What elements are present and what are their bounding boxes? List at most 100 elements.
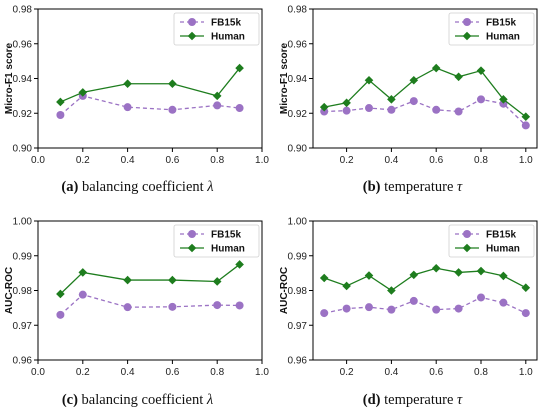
data-point-human bbox=[387, 95, 396, 104]
series-line-fb15k bbox=[59, 95, 240, 116]
chart-panel-b: 0.90 0.92 0.94 0.96 0.98 0.2 0.4 0.6 0.8 1.0 Micro… bbox=[279, 5, 538, 166]
data-point-fb15k bbox=[477, 293, 485, 302]
legend-label: Human bbox=[486, 244, 520, 255]
series-line-fb15k bbox=[324, 98, 527, 126]
data-point-human bbox=[409, 75, 419, 85]
series-line-human bbox=[323, 267, 527, 292]
chart-panel-c: 0.96 0.97 0.98 0.99 1.00 0.0 0.2 0.4 0.6 0.8 1.0 AU… bbox=[4, 217, 269, 379]
data-point-fb15k bbox=[123, 303, 132, 312]
caption-symbol: λ bbox=[207, 179, 214, 195]
legend: FB15k Human bbox=[448, 12, 535, 46]
data-point-human bbox=[342, 98, 351, 108]
caption-b: (b) temperature τ bbox=[275, 179, 550, 196]
x-tick-label: 0.4 bbox=[384, 367, 398, 378]
y-tick-label: 0.96 bbox=[288, 356, 308, 367]
y-tick-label: 0.92 bbox=[288, 109, 308, 120]
y-tick-label: 0.94 bbox=[288, 74, 308, 85]
legend: FB15k Human bbox=[173, 224, 260, 258]
legend-label: Human bbox=[211, 32, 245, 43]
legend-marker bbox=[463, 230, 471, 238]
data-point-fb15k bbox=[56, 310, 65, 319]
data-point-fb15k bbox=[213, 301, 222, 310]
data-point-fb15k bbox=[432, 305, 441, 314]
data-point-human bbox=[342, 281, 351, 291]
data-point-human bbox=[235, 260, 244, 269]
y-tick-label: 0.90 bbox=[13, 144, 33, 155]
data-point-human bbox=[454, 268, 463, 277]
series-line-human bbox=[60, 67, 241, 103]
legend-label: FB15k bbox=[211, 18, 241, 29]
data-point-human bbox=[476, 266, 486, 276]
series-line-human bbox=[324, 67, 527, 118]
legend-marker bbox=[462, 31, 472, 41]
data-point-human bbox=[168, 79, 177, 89]
legend-label: FB15k bbox=[486, 230, 516, 241]
x-tick-label: 0.6 bbox=[429, 155, 443, 166]
data-point-human bbox=[56, 97, 65, 107]
y-tick-label: 0.99 bbox=[288, 251, 308, 262]
data-point-fb15k bbox=[387, 305, 396, 314]
y-axis-label: AUC-ROC bbox=[279, 267, 290, 314]
data-point-human bbox=[123, 79, 132, 89]
data-point-human bbox=[387, 286, 396, 295]
caption-symbol: τ bbox=[457, 179, 463, 195]
data-point-fb15k bbox=[213, 101, 222, 110]
data-point-fb15k bbox=[342, 304, 351, 313]
x-tick-label: 1.0 bbox=[255, 367, 269, 378]
y-axis-label: AUC-ROC bbox=[4, 267, 15, 314]
data-point-fb15k bbox=[477, 95, 485, 104]
legend: FB15k Human bbox=[448, 224, 535, 258]
y-tick-label: 0.98 bbox=[288, 286, 308, 297]
legend-label: FB15k bbox=[486, 18, 516, 29]
y-tick-label: 0.99 bbox=[13, 251, 33, 262]
x-tick-label: 0.8 bbox=[474, 367, 488, 378]
data-point-human bbox=[431, 263, 441, 273]
data-point-fb15k bbox=[454, 107, 463, 116]
x-tick-label: 1.0 bbox=[519, 367, 533, 378]
data-point-human bbox=[235, 63, 244, 73]
data-point-human bbox=[319, 273, 329, 283]
y-tick-label: 0.98 bbox=[288, 5, 308, 16]
caption-symbol: λ bbox=[206, 392, 214, 408]
y-tick-label: 0.98 bbox=[13, 286, 33, 297]
data-point-fb15k bbox=[499, 298, 508, 307]
x-tick-label: 0.2 bbox=[76, 155, 90, 166]
caption-letter: (c) bbox=[61, 392, 78, 408]
caption-text: balancing coefficient bbox=[81, 179, 204, 195]
data-point-human bbox=[212, 91, 222, 101]
caption-text: temperature bbox=[384, 179, 454, 195]
legend-marker bbox=[463, 18, 471, 26]
x-tick-label: 0.2 bbox=[340, 367, 354, 378]
data-point-fb15k bbox=[123, 103, 132, 112]
data-point-fb15k bbox=[409, 97, 418, 106]
x-tick-label: 0.2 bbox=[340, 155, 354, 166]
x-tick-label: 0.6 bbox=[165, 367, 179, 378]
data-point-fb15k bbox=[342, 106, 351, 115]
x-tick-label: 0.4 bbox=[384, 155, 398, 166]
legend-marker bbox=[187, 31, 197, 41]
y-tick-label: 0.97 bbox=[288, 321, 308, 332]
data-point-fb15k bbox=[365, 104, 373, 113]
legend-marker bbox=[462, 243, 472, 253]
y-tick-label: 0.98 bbox=[13, 5, 33, 16]
x-tick-label: 0.8 bbox=[210, 155, 224, 166]
x-tick-label: 0.6 bbox=[429, 367, 443, 378]
legend-marker bbox=[188, 18, 196, 26]
data-point-human bbox=[409, 270, 419, 280]
x-tick-label: 0.2 bbox=[76, 367, 90, 378]
y-axis-label: Micro-F1 score bbox=[279, 42, 290, 114]
data-point-fb15k bbox=[521, 309, 530, 318]
legend-label: Human bbox=[211, 244, 245, 255]
data-point-fb15k bbox=[409, 296, 418, 305]
x-tick-label: 1.0 bbox=[255, 155, 269, 166]
y-tick-label: 0.96 bbox=[13, 39, 33, 50]
x-tick-label: 0.6 bbox=[165, 155, 179, 166]
data-point-fb15k bbox=[78, 290, 87, 299]
y-tick-label: 0.97 bbox=[13, 321, 33, 332]
data-point-human bbox=[364, 271, 374, 280]
data-point-human bbox=[431, 63, 441, 73]
caption-letter: (a) bbox=[61, 179, 79, 195]
y-tick-label: 0.96 bbox=[13, 356, 33, 367]
x-tick-label: 0.8 bbox=[210, 367, 224, 378]
